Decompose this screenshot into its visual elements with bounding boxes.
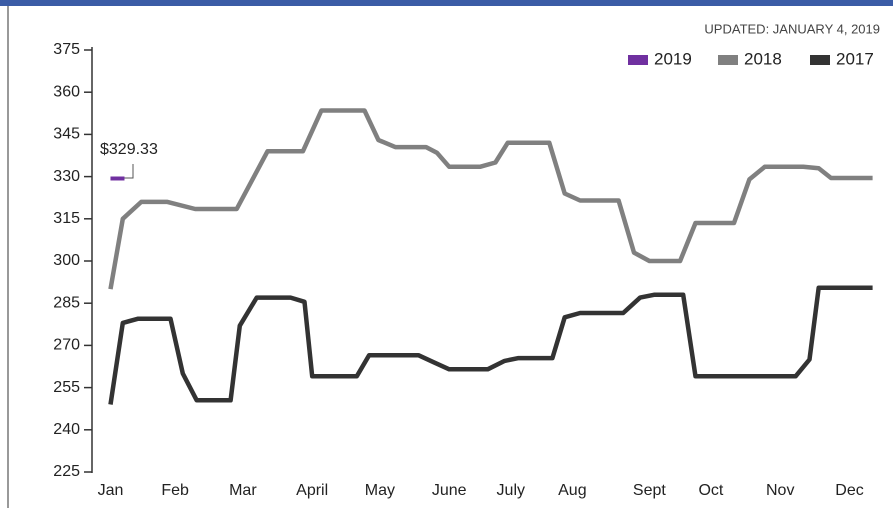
x-tick-label: May xyxy=(365,482,395,499)
legend-swatch xyxy=(628,55,648,65)
legend-swatch xyxy=(810,55,830,65)
series-line xyxy=(108,285,873,405)
x-tick-label: Mar xyxy=(229,482,257,499)
x-tick-label: Oct xyxy=(698,482,723,499)
legend-label: 2018 xyxy=(744,49,782,68)
x-tick-label: Dec xyxy=(835,482,863,499)
y-tick-label: 240 xyxy=(53,421,80,438)
top-bar xyxy=(0,0,893,6)
y-tick-label: 375 xyxy=(53,41,80,58)
x-tick-label: Jan xyxy=(98,482,124,499)
x-tick-label: July xyxy=(497,482,525,499)
y-tick-label: 270 xyxy=(53,337,80,354)
x-tick-label: Sept xyxy=(633,482,666,499)
y-tick-label: 315 xyxy=(53,210,80,227)
y-tick-label: 360 xyxy=(53,83,80,100)
x-tick-label: Nov xyxy=(766,482,794,499)
x-tick-label: April xyxy=(296,482,328,499)
x-tick-label: Aug xyxy=(558,482,586,499)
y-tick-label: 345 xyxy=(53,126,80,143)
x-tick-label: June xyxy=(432,482,467,499)
y-tick-label: 225 xyxy=(53,463,80,480)
legend-label: 2019 xyxy=(654,49,692,68)
x-tick-label: Feb xyxy=(161,482,189,499)
annotation-bracket xyxy=(112,164,134,179)
y-tick-label: 300 xyxy=(53,252,80,269)
subtitle: UPDATED: JANUARY 4, 2019 xyxy=(704,21,880,36)
y-tick-label: 255 xyxy=(53,379,80,396)
y-tick-label: 330 xyxy=(53,168,80,185)
series-line xyxy=(108,108,873,290)
annotation: $329.33 xyxy=(100,141,158,158)
legend-label: 2017 xyxy=(836,49,874,68)
y-tick-label: 285 xyxy=(53,294,80,311)
legend-swatch xyxy=(718,55,738,65)
